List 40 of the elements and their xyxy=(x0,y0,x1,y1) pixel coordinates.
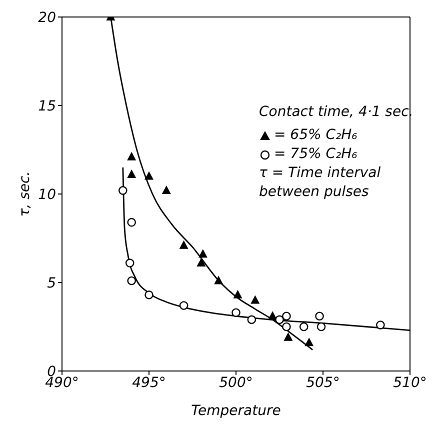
point xyxy=(196,258,206,267)
point xyxy=(282,322,291,332)
point xyxy=(250,295,260,304)
point xyxy=(144,171,154,180)
point xyxy=(284,332,293,341)
point xyxy=(144,290,154,300)
point xyxy=(304,338,314,346)
point xyxy=(125,258,134,268)
point xyxy=(127,170,136,178)
y-tick-label: 5 xyxy=(47,275,56,292)
x-axis-title: Temperature xyxy=(191,403,281,419)
point xyxy=(127,218,136,227)
point xyxy=(376,320,385,330)
point xyxy=(179,240,188,249)
annotation: τ = Time interval between pulses xyxy=(259,164,382,202)
point xyxy=(316,322,326,332)
point xyxy=(247,315,256,324)
point xyxy=(299,322,308,332)
point xyxy=(275,315,284,324)
point xyxy=(162,185,171,194)
point xyxy=(315,312,324,321)
x-tick-label: 500° xyxy=(219,374,253,391)
x-tick-label: 505° xyxy=(306,374,340,391)
point xyxy=(214,276,224,284)
point xyxy=(198,249,208,258)
point xyxy=(233,290,242,298)
point xyxy=(118,186,128,195)
x-tick-label: 495° xyxy=(132,374,166,391)
y-tick-label: 10 xyxy=(38,186,56,203)
point xyxy=(179,301,188,310)
point xyxy=(127,276,136,286)
legend-label: = 75% C₂H₆ xyxy=(274,145,358,164)
y-tick-label: 15 xyxy=(38,98,56,114)
point xyxy=(282,312,291,321)
point xyxy=(127,152,136,160)
y-axis-title: τ, sec. xyxy=(16,171,33,217)
legend-label: = 65% C₂H₆ xyxy=(274,126,358,145)
x-tick-label: 510° xyxy=(393,374,427,391)
point xyxy=(232,308,240,317)
y-tick-label: 20 xyxy=(38,10,56,26)
